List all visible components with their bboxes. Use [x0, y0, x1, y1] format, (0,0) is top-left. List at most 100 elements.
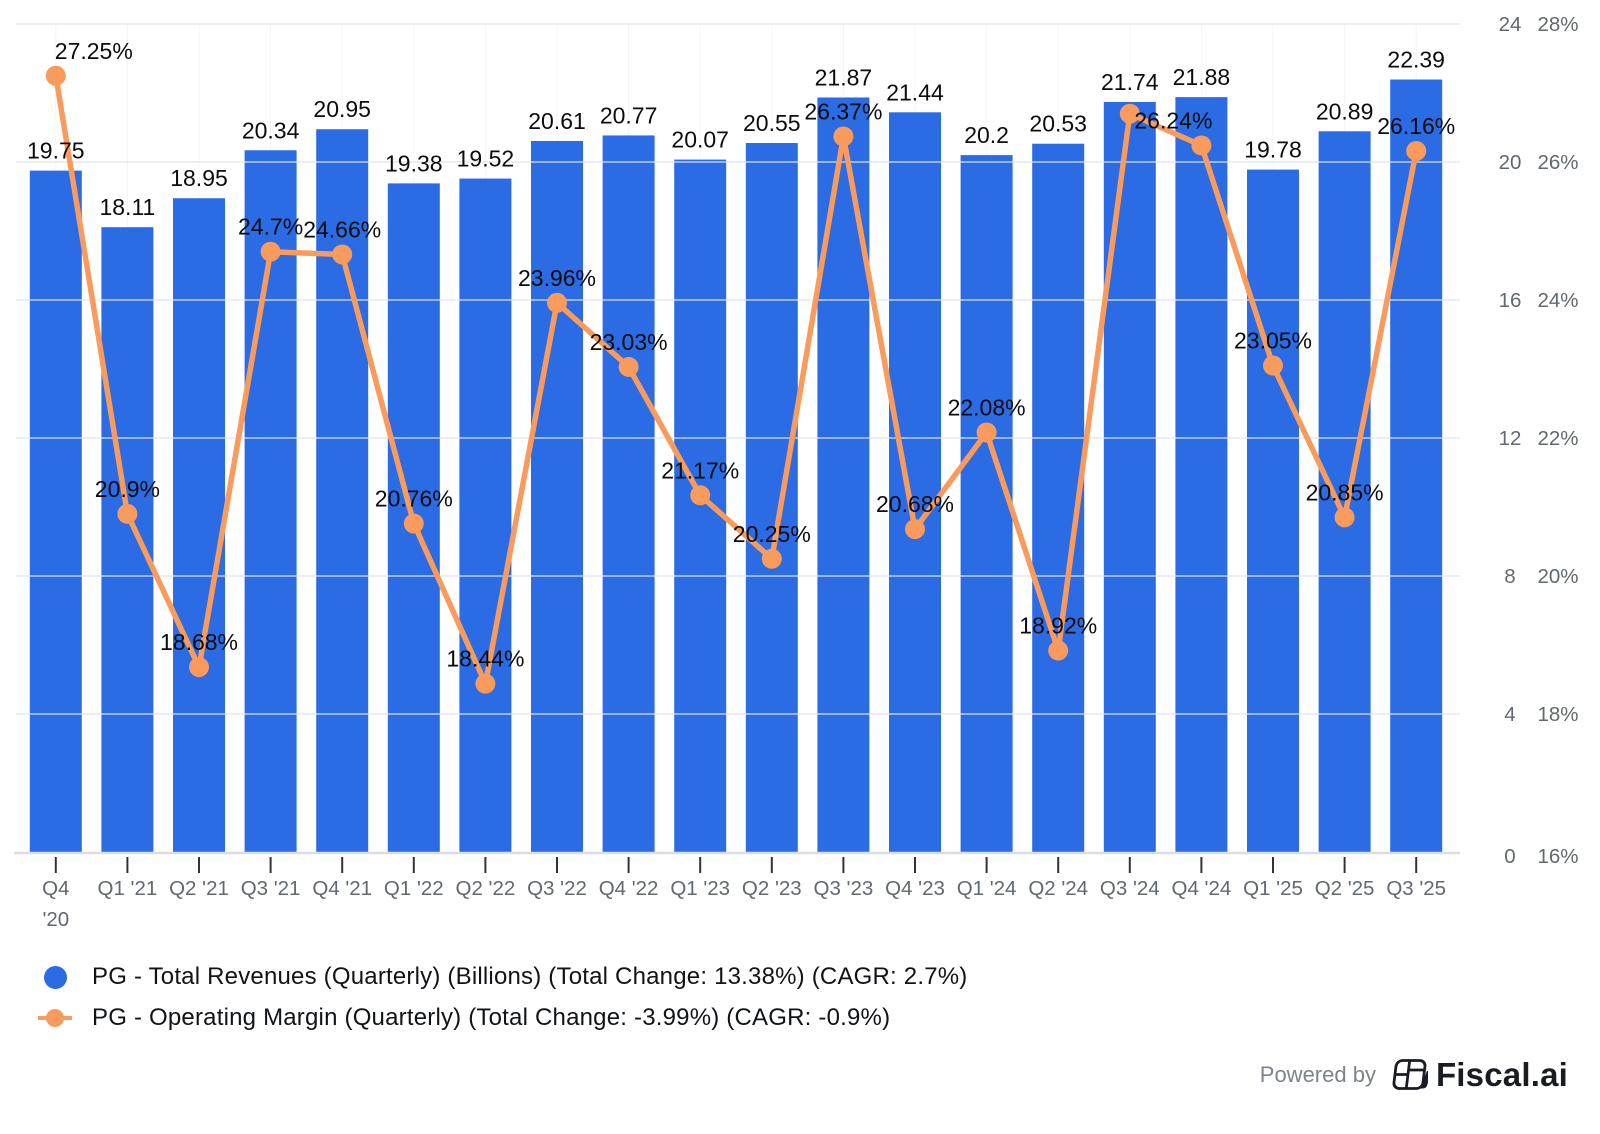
margin-value-label: 20.9% — [95, 476, 160, 502]
revenue-bar[interactable] — [101, 227, 154, 852]
y-axis-percent-label: 26% — [1537, 151, 1578, 174]
margin-value-label: 23.03% — [590, 329, 668, 355]
revenue-value-label: 20.61 — [528, 108, 586, 134]
x-axis-label: Q1 '21 — [98, 877, 158, 900]
revenue-bar[interactable] — [745, 143, 798, 852]
revenue-value-label: 21.44 — [886, 79, 944, 105]
revenue-bar[interactable] — [29, 170, 82, 852]
margin-value-label: 20.76% — [375, 486, 453, 512]
x-axis-label: Q4'20 — [42, 877, 69, 931]
powered-by-footer: Powered by Fiscal.ai — [1260, 1056, 1568, 1094]
margin-point[interactable] — [761, 548, 782, 569]
x-axis-label: Q2 '23 — [742, 877, 802, 900]
y-axis-percent-label: 28% — [1537, 13, 1578, 36]
x-axis-label: Q1 '23 — [670, 877, 730, 900]
margin-point[interactable] — [1119, 103, 1140, 124]
y-axis-billions-label: 4 — [1504, 703, 1515, 726]
margin-point[interactable] — [1191, 135, 1212, 156]
revenue-bar[interactable] — [602, 135, 655, 852]
revenue-bar[interactable] — [173, 198, 225, 853]
margin-value-label: 26.24% — [1134, 107, 1212, 133]
x-axis-label: Q1 '25 — [1243, 877, 1303, 900]
chart-legend: PG - Total Revenues (Quarterly) (Billion… — [38, 963, 968, 1032]
margin-point[interactable] — [475, 673, 496, 694]
y-axis-billions-label: 0 — [1504, 845, 1515, 868]
revenue-value-label: 21.88 — [1173, 64, 1231, 90]
legend-item-margin[interactable]: PG - Operating Margin (Quarterly) (Total… — [38, 1004, 968, 1032]
revenue-bar[interactable] — [1103, 101, 1156, 853]
margin-point[interactable] — [332, 244, 353, 265]
x-axis-label: Q3 '25 — [1386, 877, 1446, 900]
margin-value-label: 20.68% — [876, 491, 954, 517]
margin-point[interactable] — [976, 422, 997, 443]
x-axis-label: Q2 '21 — [169, 877, 229, 900]
revenue-value-label: 19.78 — [1244, 137, 1302, 163]
revenue-bar[interactable] — [1247, 169, 1299, 853]
margin-point[interactable] — [1406, 140, 1427, 161]
y-axis-billions-label: 16 — [1499, 289, 1522, 312]
revenue-value-label: 20.34 — [242, 117, 300, 143]
y-axis-billions-label: 12 — [1499, 427, 1522, 450]
x-axis-label: Q2 '22 — [456, 877, 516, 900]
margin-point[interactable] — [260, 241, 281, 262]
margin-legend-linedot-icon — [38, 1006, 72, 1030]
x-axis-label: Q4 '24 — [1172, 877, 1232, 900]
margin-value-label: 26.37% — [804, 98, 882, 124]
margin-point[interactable] — [690, 485, 711, 506]
revenue-bar[interactable] — [889, 112, 941, 852]
y-axis-percent-label: 20% — [1537, 565, 1578, 588]
margin-point[interactable] — [1048, 640, 1069, 661]
margin-value-label: 18.68% — [160, 629, 238, 655]
revenue-bar[interactable] — [960, 155, 1013, 853]
margin-value-label: 24.7% — [238, 214, 303, 240]
revenue-value-label: 19.52 — [457, 146, 515, 172]
margin-point[interactable] — [45, 65, 66, 86]
margin-line — [53, 73, 1419, 687]
margin-point[interactable] — [117, 503, 138, 524]
revenue-bar[interactable] — [1318, 131, 1371, 853]
margin-point[interactable] — [189, 657, 209, 678]
revenue-value-label: 22.39 — [1387, 47, 1445, 73]
revenue-bar[interactable] — [459, 178, 512, 852]
x-axis-label: Q3 '22 — [527, 877, 587, 900]
revenue-bar[interactable] — [531, 140, 583, 852]
x-axis-label: Q4 '21 — [312, 877, 372, 900]
y-axis-billions-label: 20 — [1499, 151, 1522, 174]
revenue-value-label: 20.53 — [1029, 111, 1087, 137]
x-axis-label: Q3 '24 — [1100, 877, 1160, 900]
revenue-bar[interactable] — [674, 159, 727, 852]
y-axis-percent-label: 16% — [1537, 845, 1578, 868]
revenue-value-label: 21.74 — [1101, 69, 1159, 95]
margin-value-label: 21.17% — [661, 457, 739, 483]
revenue-bar[interactable] — [1175, 97, 1228, 852]
revenue-value-label: 20.77 — [600, 102, 658, 128]
legend-item-revenues[interactable]: PG - Total Revenues (Quarterly) (Billion… — [38, 963, 968, 991]
combo-chart: 19.75 18.11 18.95 20.34 20.95 19.38 19.52 20.61… — [14, 13, 1579, 931]
margin-point[interactable] — [833, 126, 854, 147]
margin-value-label: 23.96% — [518, 265, 596, 291]
revenue-bar[interactable] — [1390, 79, 1443, 853]
y-axis-billions-label: 8 — [1504, 565, 1515, 588]
x-axis-label: Q3 '21 — [241, 877, 301, 900]
margin-value-label: 22.08% — [948, 394, 1026, 420]
margin-point[interactable] — [905, 519, 925, 540]
fiscal-ai-link[interactable]: Fiscal.ai — [1388, 1056, 1568, 1094]
revenue-value-label: 20.95 — [313, 96, 371, 122]
margin-point[interactable] — [547, 292, 567, 313]
margin-point[interactable] — [1263, 355, 1283, 376]
revenue-bar[interactable] — [1032, 143, 1085, 853]
margin-point[interactable] — [1334, 507, 1355, 528]
revenue-value-label: 19.75 — [27, 138, 85, 164]
x-axis-label: Q2 '24 — [1028, 877, 1088, 900]
margin-value-label: 26.16% — [1377, 113, 1455, 139]
revenues-legend-circle-icon — [38, 965, 72, 989]
margin-value-label: 18.44% — [446, 646, 524, 672]
x-axis-label: Q1 '22 — [384, 877, 444, 900]
y-axis-percent-label: 18% — [1537, 703, 1578, 726]
legend-label-margin: PG - Operating Margin (Quarterly) (Total… — [92, 1004, 891, 1031]
x-axis-label: Q4 '23 — [885, 877, 945, 900]
margin-point[interactable] — [618, 356, 639, 377]
revenue-value-label: 18.95 — [170, 165, 228, 191]
margin-point[interactable] — [403, 513, 424, 534]
revenue-bar[interactable] — [817, 97, 870, 853]
